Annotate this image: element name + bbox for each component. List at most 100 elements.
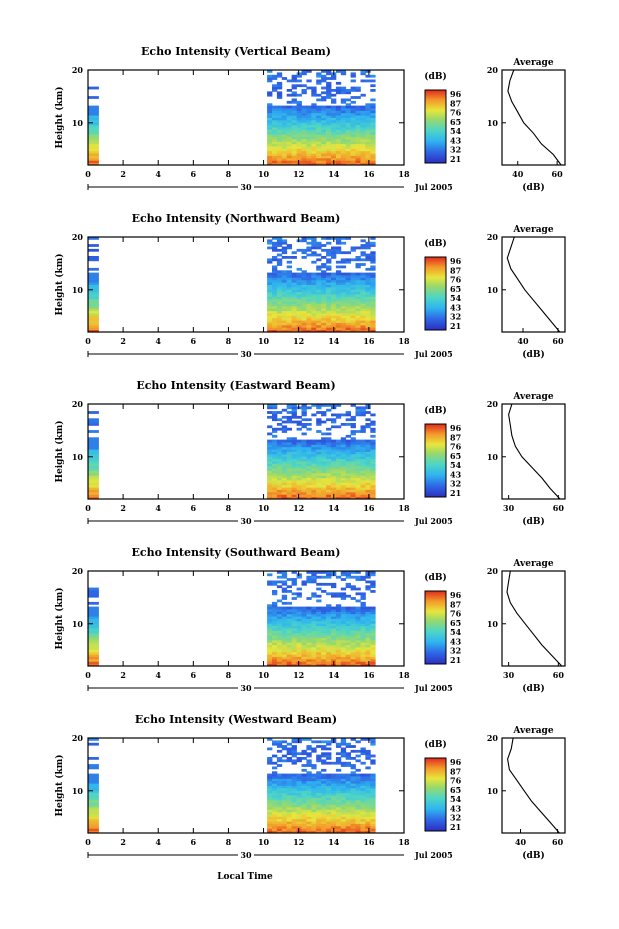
heatmap-cell xyxy=(345,160,351,164)
heatmap-cell xyxy=(326,616,332,619)
heatmap-cell xyxy=(291,313,297,316)
heatmap-cell xyxy=(281,279,288,283)
heatmap-cell xyxy=(281,284,288,288)
heatmap-cell xyxy=(276,93,283,97)
heatmap-cell xyxy=(365,783,371,786)
heatmap-cell xyxy=(88,496,99,500)
heatmap-cell xyxy=(316,790,322,794)
heatmap-cell xyxy=(316,620,322,624)
heatmap-cell xyxy=(340,291,347,295)
heatmap-cell xyxy=(281,146,288,149)
panel-2: Echo Intensity (Eastward Beam)0 2 4 6 8 10 12 1… xyxy=(54,379,566,527)
heatmap-cell xyxy=(350,122,356,126)
heatmap-cell xyxy=(281,590,288,593)
heatmap-cell xyxy=(321,477,327,481)
heatmap-cell xyxy=(291,324,297,328)
heatmap-cell xyxy=(306,644,312,648)
heatmap-cell xyxy=(267,642,273,646)
heatmap-cell xyxy=(276,639,283,643)
heatmap-cell xyxy=(331,647,337,650)
heatmap-cell xyxy=(88,477,99,481)
heatmap-cell xyxy=(326,155,332,159)
heatmap-cell xyxy=(326,783,332,786)
heatmap-cell xyxy=(326,752,332,756)
heatmap-cell xyxy=(286,449,292,452)
heatmap-cell xyxy=(291,91,297,95)
heatmap-cell xyxy=(370,658,376,662)
heatmap-cell xyxy=(88,654,99,657)
heatmap-cell xyxy=(335,91,342,95)
heatmap-cell xyxy=(355,289,361,293)
heatmap-cell xyxy=(360,150,366,154)
heatmap-cell xyxy=(360,284,366,288)
heatmap-cell xyxy=(365,825,371,829)
heatmap-cell xyxy=(301,291,307,295)
heatmap-cell xyxy=(321,759,327,763)
x-tick-label: 14 xyxy=(328,837,340,847)
heatmap-cell xyxy=(306,439,312,443)
heatmap-cell xyxy=(88,618,99,622)
heatmap-cell xyxy=(267,792,273,796)
heatmap-cell xyxy=(296,155,302,159)
heatmap-cell xyxy=(311,298,317,302)
heatmap-cell xyxy=(316,329,322,333)
heatmap-cell xyxy=(331,804,337,808)
heatmap-cell xyxy=(370,124,376,128)
heatmap-cell xyxy=(316,267,322,271)
heatmap-cell xyxy=(345,571,351,574)
heatmap-cell xyxy=(276,477,283,481)
heatmap-cell xyxy=(316,825,322,829)
heatmap-cell xyxy=(365,315,371,319)
heatmap-cell xyxy=(301,72,307,76)
heatmap-cell xyxy=(296,439,302,443)
heatmap-cell xyxy=(267,623,273,627)
heatmap-cell xyxy=(272,451,278,455)
heatmap-cell xyxy=(306,580,312,584)
heatmap-cell xyxy=(311,162,317,166)
heatmap-cell xyxy=(306,618,312,622)
heatmap-cell xyxy=(360,644,366,648)
heatmap-cell xyxy=(286,759,292,763)
heatmap-cell xyxy=(360,480,366,483)
heatmap-cell xyxy=(291,279,297,283)
heatmap-cell xyxy=(360,322,366,326)
heatmap-cell xyxy=(316,157,322,161)
heatmap-cell xyxy=(296,647,302,650)
heatmap-cell xyxy=(316,656,322,660)
heatmap-cell xyxy=(88,484,99,488)
heatmap-cell xyxy=(350,317,356,321)
heatmap-cell xyxy=(291,597,297,600)
heatmap-cell xyxy=(326,317,332,321)
heatmap-cell xyxy=(311,86,317,90)
heatmap-cell xyxy=(311,816,317,820)
heatmap-cell xyxy=(345,279,351,283)
heatmap-cell xyxy=(335,642,342,646)
heatmap-cell xyxy=(281,630,288,634)
heatmap-cell xyxy=(340,279,347,283)
heatmap-cell xyxy=(276,284,283,288)
heatmap-cell xyxy=(321,461,327,464)
heatmap-cell xyxy=(355,89,361,92)
heatmap-cell xyxy=(345,757,351,760)
heatmap-cell xyxy=(276,310,283,314)
heatmap-cell xyxy=(335,115,342,118)
heatmap-cell xyxy=(88,658,99,662)
heatmap-cell xyxy=(345,298,351,302)
heatmap-cell xyxy=(360,143,366,147)
heatmap-cell xyxy=(360,489,366,493)
heatmap-cell xyxy=(281,783,288,786)
colorbar-tick-label: 96 xyxy=(450,423,462,433)
heatmap-cell xyxy=(360,482,366,486)
heatmap-cell xyxy=(281,472,288,476)
heatmap-cell xyxy=(345,468,351,471)
heatmap-cell xyxy=(365,425,371,429)
heatmap-cell xyxy=(276,816,283,820)
heatmap-cell xyxy=(276,484,283,488)
heatmap-cell xyxy=(331,313,337,316)
heatmap-cell xyxy=(301,635,307,638)
heatmap-cell xyxy=(88,324,99,328)
heatmap-cell xyxy=(311,239,317,243)
heatmap-cell xyxy=(276,427,283,431)
heatmap-cell xyxy=(88,112,99,116)
heatmap-cell xyxy=(321,131,327,135)
